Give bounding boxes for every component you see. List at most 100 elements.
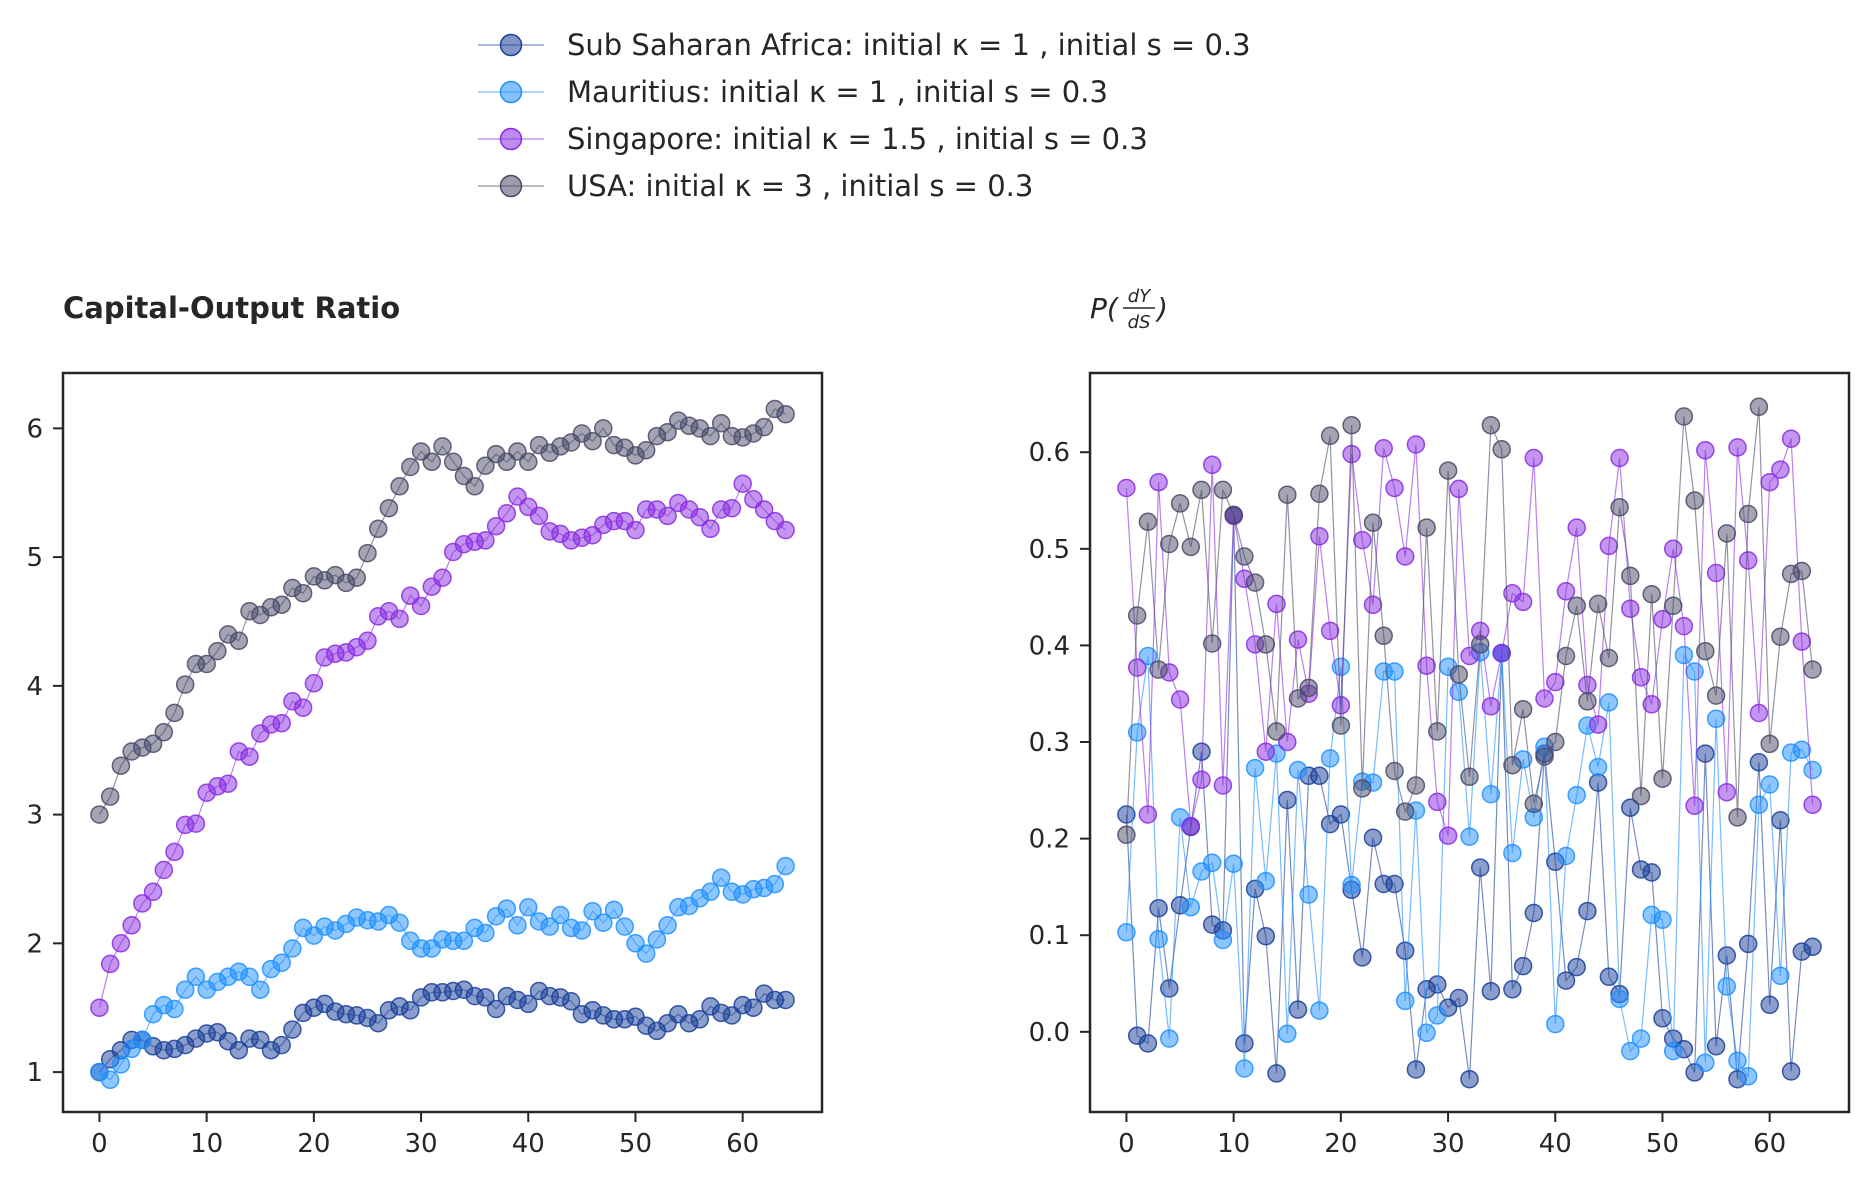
marginal-product-point-mauritius [1706, 709, 1726, 729]
capital-output-ratio-panel: Capital-Output Ratio 0 10 20 30 40 50 60 1 2 3 4 5 6 [26, 291, 824, 1159]
capital-output-ratio-point-sub-saharan-africa [744, 998, 763, 1017]
marginal-product-point-mauritius [1288, 760, 1308, 780]
marginal-product-point-usa [1127, 606, 1147, 625]
marginal-product-y-tick-label: 0.3 [1029, 728, 1070, 758]
capital-output-ratio-point-singapore [754, 500, 774, 519]
marginal-product-point-usa [1245, 573, 1265, 592]
capital-output-ratio-point-usa [165, 703, 184, 723]
marginal-product-point-sub-saharan-africa [1578, 901, 1597, 921]
marginal-product-panel: P( dY dS ) 0 10 20 30 40 50 60 0.0 0.1 0.2 0.3 0.4 0… [1029, 286, 1851, 1159]
capital-output-ratio-point-mauritius [594, 913, 613, 932]
capital-output-ratio-point-usa [272, 595, 291, 614]
capital-output-ratio-y-tick-label: 5 [26, 543, 43, 573]
capital-output-ratio-point-mauritius [658, 916, 677, 935]
capital-output-ratio-point-mauritius [604, 900, 624, 920]
marginal-product-point-sub-saharan-africa [1310, 766, 1329, 786]
capital-output-ratio-point-singapore [143, 882, 163, 902]
marginal-product-y-tick-label: 0.2 [1029, 825, 1070, 855]
marginal-product-point-sub-saharan-africa [1192, 742, 1211, 761]
marginal-product-point-singapore [1599, 536, 1619, 556]
capital-output-ratio-point-sub-saharan-africa [690, 1010, 710, 1029]
marginal-product-point-singapore [1417, 656, 1436, 675]
marginal-product-point-mauritius [1738, 1067, 1758, 1086]
marginal-product-point-singapore [1728, 438, 1747, 457]
capital-output-ratio-point-usa [293, 583, 313, 603]
marginal-product-point-mauritius [1556, 846, 1576, 866]
capital-output-ratio-point-singapore [433, 568, 452, 587]
marginal-product-point-usa [1202, 634, 1222, 653]
marginal-product-y-tick-label: 0.1 [1029, 921, 1070, 951]
marginal-product-point-mauritius [1696, 1053, 1715, 1072]
marginal-product-point-usa [1663, 596, 1683, 616]
marginal-product-point-singapore [1170, 690, 1190, 709]
marginal-product-point-singapore [1385, 478, 1404, 498]
marginal-product-point-usa [1524, 794, 1544, 814]
capital-output-ratio-point-usa [658, 422, 677, 442]
marginal-product-point-usa [1342, 415, 1361, 435]
legend-label-mauritius: Mauritius: initial κ = 1 , initial s = 0… [567, 75, 1108, 109]
capital-output-ratio-point-singapore [133, 894, 152, 913]
capital-output-ratio-point-mauritius [186, 967, 206, 987]
capital-output-ratio-point-sub-saharan-africa [776, 990, 795, 1010]
marginal-product-point-mauritius [1202, 853, 1222, 873]
marginal-product-point-sub-saharan-africa [1235, 1034, 1254, 1053]
capital-output-ratio-point-usa [90, 805, 109, 824]
capital-output-ratio-point-usa [208, 641, 227, 661]
marginal-product-x-tick-label: 20 [1324, 1129, 1357, 1159]
marginal-product-point-mauritius [1213, 930, 1233, 950]
capital-output-ratio-point-usa [347, 568, 366, 587]
marginal-product-point-singapore [1320, 621, 1340, 641]
marginal-product-point-usa [1631, 786, 1651, 806]
marginal-product-point-usa [1117, 825, 1136, 845]
marginal-product-point-singapore [1781, 429, 1801, 448]
marginal-product-point-sub-saharan-africa [1749, 753, 1769, 772]
marginal-product-point-sub-saharan-africa [1599, 967, 1619, 987]
marginal-product-point-singapore [1256, 742, 1276, 761]
capital-output-ratio-point-singapore [497, 504, 517, 523]
marginal-product-point-usa [1213, 480, 1233, 500]
marginal-product-point-mauritius [1245, 758, 1265, 778]
marginal-product-point-usa [1642, 584, 1661, 604]
marginal-product-point-singapore [1556, 582, 1576, 601]
marginal-product-point-mauritius [1546, 1014, 1565, 1034]
marginal-product-point-sub-saharan-africa [1278, 790, 1297, 810]
capital-output-ratio-point-usa [476, 456, 495, 475]
marginal-product-point-singapore [1696, 441, 1715, 460]
capital-output-ratio-point-mauritius [251, 980, 270, 999]
marginal-product-point-sub-saharan-africa [1288, 1000, 1308, 1019]
marginal-product-point-usa [1417, 518, 1436, 537]
marginal-product-point-singapore [1792, 632, 1812, 651]
marginal-product-point-usa [1674, 407, 1694, 426]
legend-marker-sub-saharan-africa [499, 33, 523, 57]
marginal-product-point-usa [1385, 761, 1404, 781]
marginal-product-point-singapore [1610, 448, 1629, 468]
marginal-product-x-tick-label: 10 [1217, 1129, 1250, 1159]
marginal-product-point-singapore [1803, 795, 1822, 815]
marginal-product-point-usa [1256, 635, 1276, 654]
marginal-product-point-usa [1503, 755, 1522, 775]
marginal-product-point-sub-saharan-africa [1385, 874, 1404, 894]
marginal-product-point-singapore [1138, 805, 1158, 824]
marginal-product-point-usa [1771, 627, 1790, 646]
capital-output-ratio-y-tick-label: 6 [26, 414, 43, 444]
marginal-product-point-mauritius [1771, 966, 1790, 986]
capital-output-ratio-point-mauritius [165, 999, 184, 1019]
capital-output-ratio-point-singapore [122, 916, 141, 935]
marginal-product-point-mauritius [1599, 693, 1619, 712]
capital-output-ratio-point-usa [701, 426, 720, 446]
marginal-product-point-mauritius [1385, 662, 1404, 681]
marginal-product-point-singapore [1717, 782, 1737, 802]
capital-output-ratio-point-mauritius [272, 953, 291, 972]
capital-output-ratio-point-singapore [486, 516, 506, 536]
capital-output-ratio-point-sub-saharan-africa [476, 988, 495, 1007]
capital-output-ratio-point-mauritius [636, 944, 656, 963]
capital-output-ratio-point-mauritius [283, 939, 302, 958]
capital-output-ratio-y-tick-label: 3 [26, 801, 43, 831]
marginal-product-point-usa [1181, 537, 1201, 557]
marginal-product-point-mauritius [1588, 757, 1608, 777]
capital-output-ratio-point-singapore [701, 519, 720, 539]
marginal-product-point-sub-saharan-africa [1642, 863, 1661, 882]
capital-output-ratio-point-singapore [111, 934, 131, 953]
marginal-product-point-mauritius [1320, 749, 1340, 768]
